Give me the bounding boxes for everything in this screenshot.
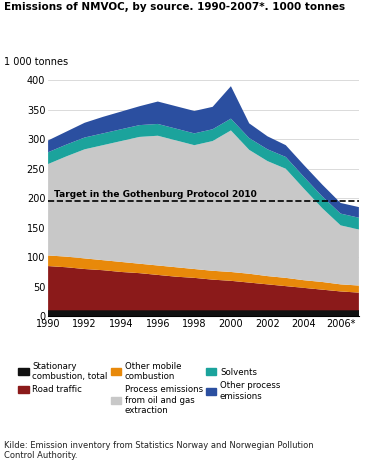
Text: Kilde: Emission inventory from Statistics Norway and Norwegian Pollution
Control: Kilde: Emission inventory from Statistic… bbox=[4, 441, 313, 460]
Text: Target in the Gothenburg Protocol 2010: Target in the Gothenburg Protocol 2010 bbox=[54, 190, 256, 199]
Text: Emissions of NMVOC, by source. 1990-2007*. 1000 tonnes: Emissions of NMVOC, by source. 1990-2007… bbox=[4, 2, 345, 13]
Legend: Stationary
combustion, total, Road traffic, Other mobile
combustion, Process emi: Stationary combustion, total, Road traff… bbox=[18, 362, 280, 415]
Text: 1 000 tonnes: 1 000 tonnes bbox=[4, 57, 68, 67]
